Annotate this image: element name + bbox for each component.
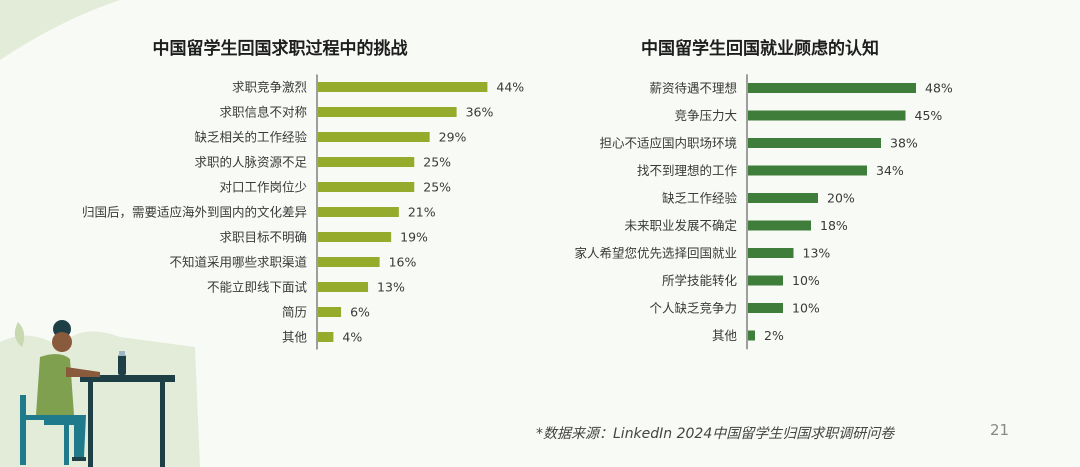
- category-label: 归国后，需要适应海外到国内的文化差异: [82, 205, 307, 220]
- bar: [318, 282, 369, 292]
- bar: [318, 82, 488, 92]
- bar-chart-concerns: 薪资待遇不理想 48% 竞争压力大 45% 担心不适应国内职场环境 38% 找不到理想的工作…: [574, 74, 953, 350]
- data-source-note: *数据来源：LinkedIn 2024中国留学生归国求职调研问卷: [536, 426, 895, 442]
- value-label: 16%: [389, 255, 417, 270]
- bar: [318, 232, 392, 242]
- value-label: 45%: [915, 108, 943, 123]
- category-label: 简历: [282, 305, 307, 320]
- bar: [748, 138, 881, 148]
- value-label: 25%: [423, 180, 451, 195]
- bar: [748, 193, 818, 203]
- bar: [748, 83, 916, 93]
- value-label: 44%: [496, 80, 524, 95]
- bar: [748, 110, 906, 121]
- category-label: 其他: [282, 330, 308, 345]
- category-label: 其他: [712, 328, 738, 343]
- category-label: 求职信息不对称: [219, 105, 307, 120]
- value-label: 2%: [764, 328, 784, 343]
- value-label: 6%: [350, 305, 370, 320]
- bar: [748, 220, 811, 231]
- bar: [748, 303, 783, 313]
- category-label: 所学技能转化: [662, 273, 738, 288]
- category-label: 求职目标不明确: [219, 230, 307, 245]
- category-label: 不能立即线下面试: [207, 280, 308, 295]
- bar: [748, 275, 783, 286]
- category-label: 个人缺乏竞争力: [649, 301, 737, 316]
- value-label: 36%: [466, 105, 494, 120]
- category-label: 不知道采用哪些求职渠道: [169, 255, 307, 270]
- category-label: 找不到理想的工作: [637, 163, 738, 178]
- category-label: 竞争压力大: [674, 108, 737, 123]
- category-label: 未来职业发展不确定: [624, 218, 737, 233]
- category-label: 求职竞争激烈: [232, 80, 307, 95]
- value-label: 18%: [820, 218, 848, 233]
- value-label: 20%: [827, 191, 855, 206]
- value-label: 13%: [377, 280, 405, 295]
- bar: [318, 182, 415, 192]
- bar: [748, 330, 755, 341]
- chart-title-left: 中国留学生回国求职过程中的挑战: [152, 39, 408, 59]
- value-label: 10%: [792, 273, 820, 288]
- value-label: 38%: [890, 136, 918, 151]
- value-label: 4%: [342, 330, 362, 345]
- bar: [748, 248, 794, 258]
- decorative-corner-shape: [0, 0, 120, 60]
- category-label: 缺乏工作经验: [662, 191, 738, 206]
- bar: [318, 157, 415, 167]
- value-label: 13%: [803, 246, 831, 261]
- category-label: 对口工作岗位少: [219, 180, 307, 195]
- value-label: 48%: [925, 81, 953, 96]
- value-label: 25%: [423, 155, 451, 170]
- value-label: 21%: [408, 205, 436, 220]
- value-label: 29%: [439, 130, 467, 145]
- bar: [318, 257, 380, 267]
- bar: [318, 307, 342, 317]
- category-label: 薪资待遇不理想: [649, 81, 737, 96]
- bar: [748, 165, 867, 176]
- bar-chart-challenges: 求职竞争激烈 44% 求职信息不对称 36% 缺乏相关的工作经验 29% 求职的人脉资源不足…: [82, 74, 524, 350]
- category-label: 缺乏相关的工作经验: [194, 130, 307, 145]
- category-label: 求职的人脉资源不足: [194, 155, 307, 170]
- bar: [318, 107, 457, 117]
- category-label: 家人希望您优先选择回国就业: [574, 246, 737, 261]
- illustration-person-at-desk: [0, 320, 200, 467]
- category-label: 担心不适应国内职场环境: [599, 136, 737, 151]
- bar: [318, 207, 399, 217]
- page-number: 21: [990, 421, 1010, 439]
- bar: [318, 332, 334, 342]
- value-label: 19%: [400, 230, 428, 245]
- chart-title-right: 中国留学生回国就业顾虑的认知: [641, 39, 879, 59]
- value-label: 34%: [876, 163, 904, 178]
- bar: [318, 132, 430, 142]
- value-label: 10%: [792, 301, 820, 316]
